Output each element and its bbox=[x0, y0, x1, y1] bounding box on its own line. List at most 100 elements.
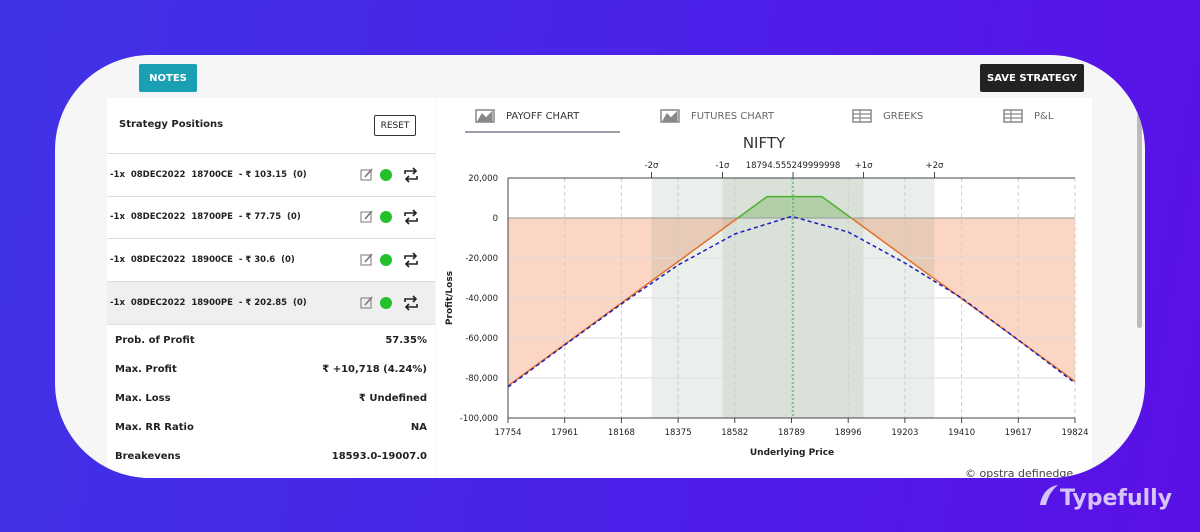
status-dot[interactable] bbox=[380, 297, 392, 309]
stat-row: Prob. of Profit 57.35% bbox=[115, 335, 427, 346]
tab-label: GREEKS bbox=[883, 110, 924, 122]
position-text: -1x 08DEC2022 18700PE - ₹ 77.75 (0) bbox=[110, 212, 301, 222]
y-axis-label: Profit/Loss bbox=[445, 271, 455, 325]
x-tick-label: 19410 bbox=[948, 428, 975, 438]
tab-icon-box bbox=[660, 109, 680, 123]
x-tick-label: 18375 bbox=[665, 428, 692, 438]
position-row: -1x 08DEC2022 18900PE - ₹ 202.85 (0) bbox=[107, 282, 435, 325]
row-actions bbox=[360, 252, 418, 268]
notes-button[interactable]: NOTES bbox=[139, 64, 197, 92]
tab[interactable]: GREEKS bbox=[852, 107, 923, 125]
tab-label: PAYOFF CHART bbox=[506, 110, 580, 122]
position-row: -1x 08DEC2022 18700PE - ₹ 77.75 (0) bbox=[107, 196, 435, 239]
row-actions bbox=[360, 167, 418, 183]
line bbox=[737, 195, 852, 219]
sigma-tick-label: -1σ bbox=[716, 161, 730, 171]
edit-pen bbox=[364, 210, 373, 220]
stat-value: 18593.0-19007.0 bbox=[331, 451, 427, 462]
edit-icon[interactable] bbox=[360, 253, 373, 266]
tab-underline bbox=[465, 131, 620, 133]
y-tick-label: -100,000 bbox=[460, 414, 498, 424]
row-actions bbox=[360, 295, 418, 311]
tab-label: P&L bbox=[1034, 110, 1054, 122]
x-tick-label: 19617 bbox=[1005, 428, 1032, 438]
stat-value: NA bbox=[410, 422, 427, 433]
reset-button[interactable]: RESET bbox=[374, 115, 416, 136]
y-tick-label: -60,000 bbox=[465, 334, 498, 344]
brand: Typefully bbox=[1060, 486, 1172, 511]
card: NOTES SAVE STRATEGY Strategy Positions R… bbox=[55, 55, 1145, 478]
edit-box bbox=[360, 169, 372, 181]
swap-icon[interactable] bbox=[404, 295, 418, 311]
tab-icon bbox=[660, 109, 680, 123]
y-tick-label: 20,000 bbox=[468, 174, 498, 184]
position-text: -1x 08DEC2022 18900CE - ₹ 30.6 (0) bbox=[110, 255, 295, 265]
swap-icon[interactable] bbox=[404, 209, 418, 225]
swap-arrows bbox=[404, 252, 418, 268]
save-button[interactable]: SAVE STRATEGY bbox=[980, 64, 1084, 92]
line bbox=[507, 215, 1076, 388]
tab-icon bbox=[1003, 109, 1023, 123]
swap-arrows bbox=[404, 209, 418, 225]
tab-icon-box bbox=[475, 109, 495, 123]
stat-label: Max. Profit bbox=[115, 364, 177, 375]
tab-icon-glyph bbox=[1004, 110, 1022, 122]
tab-icon-glyph bbox=[661, 110, 678, 122]
watermark: © opstra definedge bbox=[965, 467, 1073, 478]
x-tick-label: 19824 bbox=[1061, 428, 1088, 438]
tab-icon-box bbox=[1003, 109, 1023, 123]
row-actions bbox=[360, 209, 418, 225]
x-tick-label: 18168 bbox=[608, 428, 635, 438]
x-tick-label: 18789 bbox=[778, 428, 805, 438]
edit-pen bbox=[364, 296, 373, 306]
status-dot[interactable] bbox=[380, 211, 392, 223]
tab-icon bbox=[852, 109, 872, 123]
swap-icon[interactable] bbox=[404, 167, 418, 183]
x-tick-label: 17754 bbox=[494, 428, 521, 438]
stat-row: Max. RR Ratio NA bbox=[115, 422, 427, 433]
position-text: -1x 08DEC2022 18900PE - ₹ 202.85 (0) bbox=[110, 298, 307, 308]
tab-icon-glyph bbox=[476, 110, 493, 122]
sigma-tick-label: +1σ bbox=[855, 161, 874, 171]
position-text: -1x 08DEC2022 18700CE - ₹ 103.15 (0) bbox=[110, 170, 307, 180]
stat-row: Max. Loss ₹ Undefined bbox=[115, 393, 427, 404]
x-tick-label: 17961 bbox=[551, 428, 578, 438]
y-tick-label: -80,000 bbox=[465, 374, 498, 384]
tab-icon bbox=[475, 109, 495, 123]
status-dot[interactable] bbox=[380, 169, 392, 181]
tab-label: FUTURES CHART bbox=[691, 110, 774, 122]
stat-label: Breakevens bbox=[115, 451, 181, 462]
edit-box bbox=[360, 211, 372, 223]
sigma-tick-label: +2σ bbox=[926, 161, 945, 171]
stat-label: Max. Loss bbox=[115, 393, 171, 404]
card-content: NOTES SAVE STRATEGY Strategy Positions R… bbox=[55, 55, 1145, 478]
x-tick-label: 18996 bbox=[835, 428, 862, 438]
x-tick-label: 19203 bbox=[891, 428, 918, 438]
edit-icon[interactable] bbox=[360, 168, 373, 181]
y-tick-label: 0 bbox=[493, 214, 498, 224]
y-tick-label: -40,000 bbox=[465, 294, 498, 304]
stat-row: Max. Profit ₹ +10,718 (4.24%) bbox=[115, 364, 427, 375]
status-dot[interactable] bbox=[380, 254, 392, 266]
edit-box bbox=[360, 254, 372, 266]
stat-value: 57.35% bbox=[385, 335, 427, 346]
swap-arrows bbox=[404, 167, 418, 183]
tab[interactable]: FUTURES CHART bbox=[660, 107, 774, 125]
position-row: -1x 08DEC2022 18900CE - ₹ 30.6 (0) bbox=[107, 239, 435, 282]
edit-pen bbox=[364, 168, 373, 178]
edit-box bbox=[360, 297, 372, 309]
brand-icon bbox=[1040, 485, 1058, 505]
x-tick-label: 18582 bbox=[721, 428, 748, 438]
area bbox=[737, 196, 852, 218]
payoff-chart: 20,000 0 -20,000 -40,000 -60,000 -80,000 -100,… bbox=[445, 134, 1089, 478]
swap-icon[interactable] bbox=[404, 252, 418, 268]
swap-arrows bbox=[404, 295, 418, 311]
tab[interactable]: PAYOFF CHART bbox=[475, 107, 579, 125]
sigma-tick-label: -2σ bbox=[645, 161, 659, 171]
stat-label: Prob. of Profit bbox=[115, 335, 195, 346]
tab[interactable]: P&L bbox=[1003, 107, 1053, 125]
edit-icon[interactable] bbox=[360, 210, 373, 223]
edit-icon[interactable] bbox=[360, 296, 373, 309]
scrollbar[interactable] bbox=[1137, 113, 1142, 328]
